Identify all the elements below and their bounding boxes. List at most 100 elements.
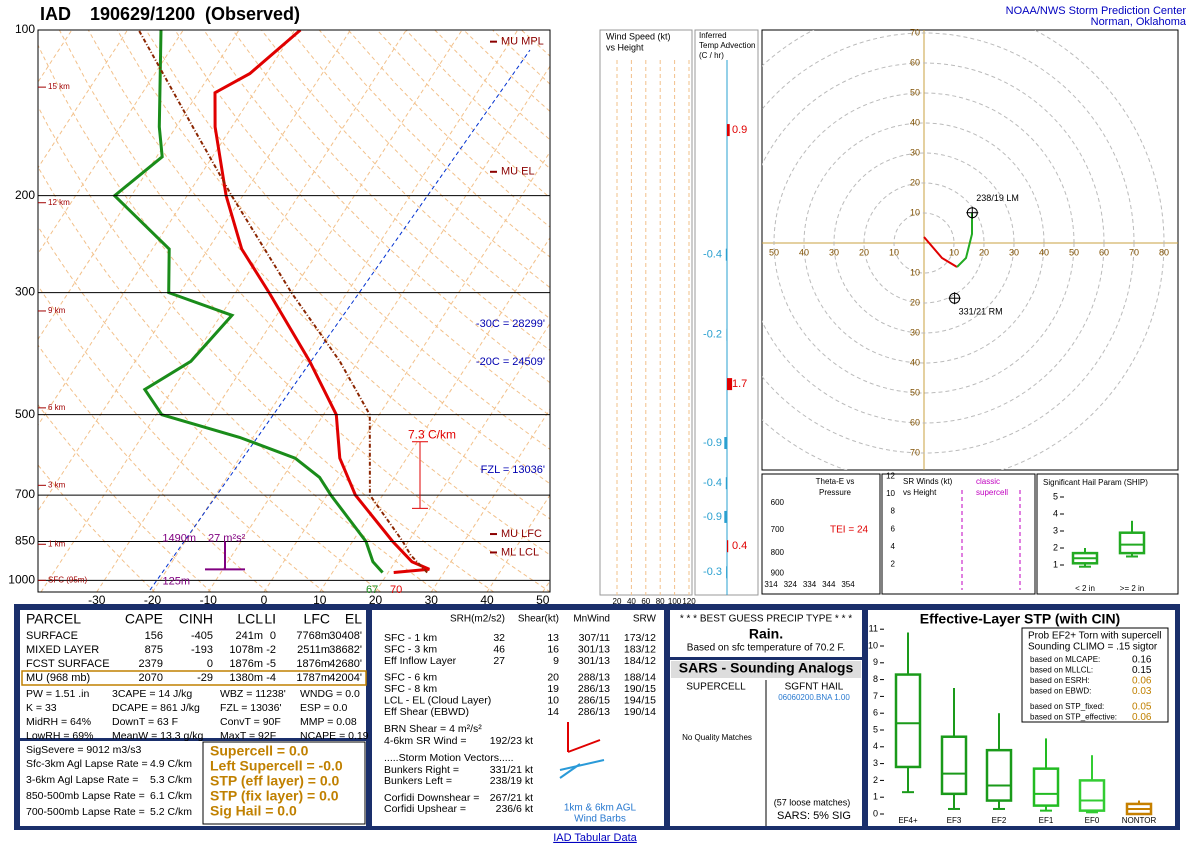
- sars-col: SUPERCELL: [686, 682, 746, 693]
- level-label: MU LFC: [501, 528, 542, 540]
- prob-label: based on MLLCL:: [1030, 666, 1093, 675]
- kin-cell: 32: [493, 632, 505, 644]
- parcel-cell: 0: [270, 630, 276, 642]
- profile-line: [112, 30, 384, 574]
- kin-cell: 10: [547, 694, 559, 706]
- level-label: MU MPL: [501, 36, 544, 48]
- hodo-label: 30: [910, 327, 920, 337]
- hodo-label: 70: [910, 447, 920, 457]
- tabular-link[interactable]: IAD Tabular Data: [553, 832, 637, 844]
- box: [1078, 779, 1106, 812]
- height-label: SFC (95m): [48, 575, 87, 584]
- sr-tick: 12: [886, 472, 895, 481]
- prob-value: 0.03: [1132, 686, 1152, 697]
- dry-adiabat: [38, 225, 381, 592]
- hodo-label: 60: [910, 57, 920, 67]
- hodo-ring: [762, 62, 1105, 424]
- temp-label: -10: [200, 593, 218, 607]
- box-ytick: 5: [873, 724, 878, 734]
- parcel-cell: MIXED LAYER: [26, 644, 99, 656]
- adv-bar: [726, 328, 727, 341]
- ship-title: Significant Hail Param (SHIP): [1043, 478, 1148, 487]
- wind-tick: 120: [682, 597, 696, 606]
- isotherm: [542, 579, 550, 592]
- level-label: MU EL: [501, 166, 535, 178]
- kin-cell: 190/14: [624, 706, 656, 718]
- kin-line: Corfidi Downshear =: [384, 792, 479, 804]
- kin-cell: 188/14: [624, 671, 656, 683]
- height-label: 15 km: [48, 82, 70, 91]
- dry-adiabat: [405, 30, 550, 170]
- index: MidRH = 64%: [26, 716, 91, 728]
- parcel-cell: 2379: [139, 658, 163, 670]
- profile-line: [213, 30, 430, 574]
- kin-cell: 301/13: [578, 643, 610, 655]
- hodo-trace: [956, 213, 973, 268]
- wind-tick: 40: [627, 597, 636, 606]
- lapse-value: 4.9 C/km: [150, 758, 192, 770]
- box-ytick: 4: [1053, 508, 1058, 518]
- dry-adiabat: [38, 105, 494, 592]
- hodo-label: 20: [979, 247, 989, 257]
- box-ytick: 1: [873, 792, 878, 802]
- hodo-label: 50: [910, 87, 920, 97]
- dry-adiabat: [58, 30, 550, 556]
- profile-line: [137, 30, 428, 574]
- dry-adiabat: [549, 30, 550, 31]
- hodo-label: 40: [1039, 247, 1049, 257]
- precip-title: * * * BEST GUESS PRECIP TYPE * * *: [680, 614, 852, 625]
- org: NOAA/NWS Storm Prediction Center: [1006, 5, 1187, 17]
- storm-label: 238/19 LM: [976, 193, 1019, 203]
- box-category: EF2: [992, 816, 1007, 825]
- precip-basis: Based on sfc temperature of 70.2 F.: [687, 643, 845, 654]
- panel: [372, 610, 664, 826]
- height-label: 9 km: [48, 306, 66, 315]
- summary: Sig Hail = 0.0: [210, 803, 297, 819]
- parcel-header: LFC: [304, 611, 330, 627]
- parcel-cell: FCST SURFACE: [26, 658, 110, 670]
- parcel-cell: 2070: [139, 672, 163, 684]
- dry-adiabat: [434, 30, 550, 141]
- link-text[interactable]: IAD Tabular Data: [553, 832, 637, 844]
- box-ytick: 9: [873, 657, 878, 667]
- box-category: >= 2 in: [1120, 584, 1144, 593]
- kin-line: .....Storm Motion Vectors.....: [384, 752, 514, 764]
- sr-tick: 6: [891, 524, 896, 533]
- adv-value: 1.7: [732, 378, 747, 390]
- kin-line: Bunkers Right =: [384, 764, 459, 776]
- kin-header: SRH(m2/s2): [450, 614, 505, 625]
- box-category: < 2 in: [1075, 584, 1095, 593]
- wind-title: vs Height: [606, 42, 644, 52]
- parcel-cell: 1380m: [229, 672, 263, 684]
- index: ConvT = 90F: [220, 716, 281, 728]
- parcel-cell: -4: [266, 672, 276, 684]
- tei: TEI = 24: [830, 525, 869, 536]
- adv-bar: [727, 540, 729, 553]
- temp-label: 10: [313, 593, 327, 607]
- isotherm: [152, 30, 519, 592]
- parcel-cell: 1876m: [296, 658, 330, 670]
- kin-header: Shear(kt): [518, 614, 559, 625]
- kin-cell: 19: [547, 683, 559, 695]
- hodo-label: 30: [910, 147, 920, 157]
- hodograph: [762, 30, 1178, 470]
- index: K = 33: [26, 702, 57, 714]
- kin-cell: Eff Inflow Layer: [384, 655, 457, 667]
- hodo-label: 10: [949, 247, 959, 257]
- dry-adiabat: [463, 30, 550, 113]
- wind-tick: 80: [656, 597, 665, 606]
- box-ytick: 7: [873, 691, 878, 701]
- sr-title: SR Winds (kt): [903, 477, 953, 486]
- hodo-label: 20: [859, 247, 869, 257]
- dry-adiabat: [232, 30, 550, 351]
- level-label: ML LCL: [501, 546, 539, 558]
- adv-title: (C / hr): [699, 51, 724, 60]
- sr-tick: 2: [891, 560, 896, 569]
- precip-type: Rain.: [749, 626, 783, 642]
- inflow-top: 1490m: [162, 533, 196, 545]
- theta-ptick: 700: [771, 525, 785, 534]
- theta-title: Theta-E vs: [816, 477, 855, 486]
- isotherm: [599, 30, 964, 592]
- parcel-header: CINH: [179, 611, 213, 627]
- dry-adiabat: [145, 30, 550, 450]
